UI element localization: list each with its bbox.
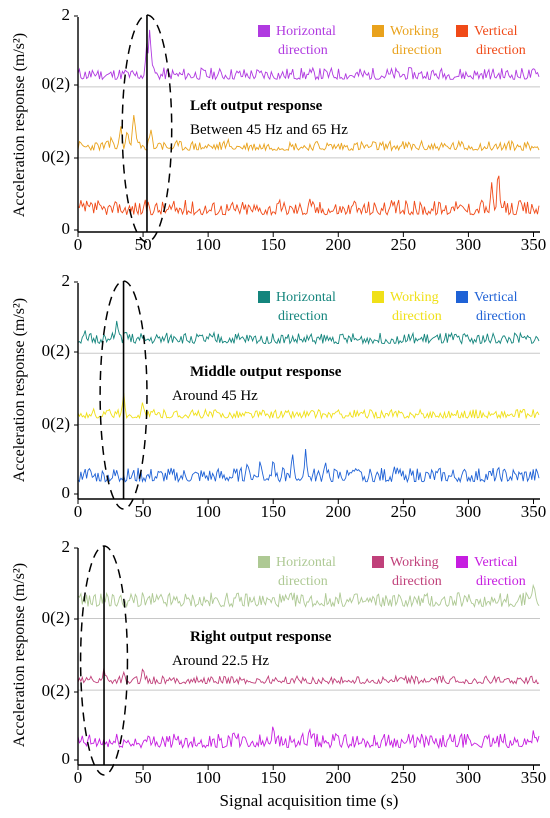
y-tick-label: 0(2) [42,608,70,627]
chart-panel-1: 2 0(2) 0(2) 00 50 100 150 200 250 300 350 Left outp… [42,5,547,254]
legend-swatch [456,291,468,303]
legend-label: direction [476,574,526,589]
x-tick-label: 200 [326,768,352,787]
chart-panel-2: 2 0(2) 0(2) 00 50 100 150 200 250 300 350 Middle ou… [42,271,547,521]
legend-label: Horizontal [276,24,336,39]
x-tick-label: 250 [391,235,417,254]
legend-label: direction [278,574,328,589]
series-line-1 [77,29,540,81]
y-tick-label: 2 [62,271,71,290]
x-tick-label: 150 [260,502,286,521]
x-tick-label: 250 [391,768,417,787]
series-line-2 [77,393,540,420]
legend-label: Working [390,24,439,39]
legend-swatch [258,556,270,568]
x-tick-label: 0 [74,502,83,521]
legend-label: Vertical [474,555,518,570]
legend-label: Vertical [474,290,518,305]
x-tick-label: 200 [326,235,352,254]
x-tick-label: 50 [135,768,152,787]
legend-label: Working [390,290,439,305]
series-line-3 [77,448,540,484]
series-line-3 [77,175,540,217]
x-tick-label: 0 [74,235,83,254]
legend-label: Vertical [474,24,518,39]
x-tick-label: 150 [260,235,286,254]
x-tick-label: 300 [456,768,482,787]
x-tick-label: 100 [195,235,221,254]
highlight-ellipse [99,280,148,510]
x-tick-label: 0 [74,768,83,787]
y-axis-title: Acceleration response (m/s²) [11,563,28,747]
x-tick-label: 50 [135,502,152,521]
panel-title: Middle output response [190,364,342,380]
legend-swatch [372,291,384,303]
y-tick-label: 0 [62,219,71,238]
y-axis-title: Acceleration response (m/s²) [11,298,28,482]
y-tick-label: 0 [62,749,71,768]
x-tick-label: 350 [521,502,547,521]
legend-label: direction [392,43,442,58]
series-line-1 [77,583,540,609]
x-tick-label: 250 [391,502,417,521]
series-line-1 [77,320,540,346]
highlight-ellipse [79,545,129,776]
legend-swatch [372,25,384,37]
panel-title: Left output response [190,98,323,114]
legend-label: Horizontal [276,290,336,305]
panel-title: Right output response [190,629,332,645]
x-tick-label: 300 [456,235,482,254]
panel-annotation: Around 22.5 Hz [172,653,269,669]
y-axis-title: Acceleration response (m/s²) [11,33,28,217]
x-tick-label: 100 [195,502,221,521]
legend-label: direction [278,309,328,324]
y-tick-label: 0 [62,483,71,502]
highlight-ellipse [121,14,173,243]
x-tick-label: 150 [260,768,286,787]
x-tick-label: 50 [135,235,152,254]
legend-swatch [372,556,384,568]
x-axis-title: Signal acquisition time (s) [220,791,399,810]
legend-swatch [456,25,468,37]
x-tick-label: 350 [521,768,547,787]
x-tick-label: 100 [195,768,221,787]
legend-label: Horizontal [276,555,336,570]
chart-panel-3: 2 0(2) 0(2) 00 50 100 150 200 250 300 350 Right out… [42,537,547,787]
series-line-3 [77,726,540,750]
series-line-2 [77,114,540,152]
legend-label: direction [476,43,526,58]
x-tick-label: 350 [521,235,547,254]
legend-swatch [258,291,270,303]
legend-swatch [456,556,468,568]
y-tick-label: 0(2) [42,147,70,166]
y-tick-label: 0(2) [42,414,70,433]
panel-annotation: Between 45 Hz and 65 Hz [190,122,348,138]
y-tick-label: 0(2) [42,681,70,700]
panel-annotation: Around 45 Hz [172,388,258,404]
legend-label: direction [278,43,328,58]
legend-label: direction [392,574,442,589]
y-tick-label: 2 [62,5,71,24]
legend-label: direction [392,309,442,324]
legend-label: direction [476,309,526,324]
legend-swatch [258,25,270,37]
x-tick-label: 200 [326,502,352,521]
y-tick-label: 0(2) [42,341,70,360]
y-tick-label: 0(2) [42,74,70,93]
x-tick-label: 300 [456,502,482,521]
y-tick-label: 2 [62,537,71,556]
legend-label: Working [390,555,439,570]
series-line-2 [77,668,540,686]
